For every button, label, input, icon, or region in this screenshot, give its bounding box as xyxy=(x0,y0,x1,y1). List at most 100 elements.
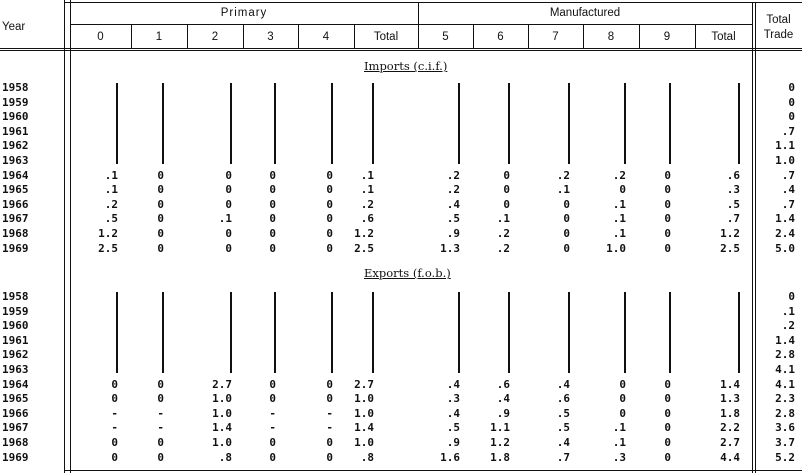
table-cell: .1 xyxy=(612,436,626,449)
empty-period-bar xyxy=(508,83,510,164)
table-cell: .5 xyxy=(104,212,118,226)
table-cell: 0 xyxy=(503,183,510,197)
year-sep-2 xyxy=(70,0,71,473)
table-cell: 0 xyxy=(157,227,164,240)
table-cell: - xyxy=(269,406,276,420)
total-trade-cell: 4.1 xyxy=(775,377,795,391)
table-cell: .6 xyxy=(496,377,510,391)
table-cell: 0 xyxy=(664,197,671,211)
table-cell: 0 xyxy=(157,212,164,226)
empty-period-bar xyxy=(458,292,460,373)
year-cell: 1966 xyxy=(2,197,29,211)
table-cell: 0 xyxy=(269,241,276,255)
table-cell: 0 xyxy=(664,392,671,406)
col-sep xyxy=(354,24,355,48)
table-cell: 0 xyxy=(225,227,232,240)
year-cell: 1963 xyxy=(2,363,29,376)
table-cell: 0 xyxy=(326,197,333,211)
table-cell: 0 xyxy=(664,377,671,391)
empty-period-bar xyxy=(116,292,118,373)
empty-period-bar xyxy=(624,83,626,164)
empty-period-bar xyxy=(162,83,164,164)
year-sep-1 xyxy=(64,0,65,473)
table-cell: - xyxy=(157,406,164,420)
table-cell: 1.3 xyxy=(720,392,740,406)
table-cell: 0 xyxy=(269,183,276,197)
header-bottom-rule-2 xyxy=(0,50,802,51)
total-trade-cell: 2.3 xyxy=(775,392,795,406)
table-cell: 0 xyxy=(269,450,276,464)
table-cell: 0 xyxy=(664,212,671,226)
primary-manuf-sep xyxy=(418,2,419,48)
col-sep xyxy=(639,24,640,48)
year-cell: 1969 xyxy=(2,450,29,464)
table-cell: 0 xyxy=(664,183,671,197)
table-cell: .1 xyxy=(360,183,374,197)
total-trade-cell: 2.8 xyxy=(775,406,795,420)
year-cell: 1958 xyxy=(2,290,29,303)
table-cell: .1 xyxy=(612,197,626,211)
total-trade-cell: .7 xyxy=(781,168,795,182)
table-cell: 0 xyxy=(157,377,164,391)
year-cell: 1967 xyxy=(2,212,29,226)
total-trade-cell: 3.6 xyxy=(775,421,795,435)
year-cell: 1960 xyxy=(2,319,29,333)
table-cell: 1.8 xyxy=(490,450,510,464)
empty-period-bar xyxy=(508,292,510,373)
table-cell: .5 xyxy=(726,197,740,211)
top-rule xyxy=(64,2,802,3)
table-cell: .9 xyxy=(496,406,510,420)
table-cell: .5 xyxy=(556,406,570,420)
column-header-4: 4 xyxy=(322,31,330,43)
table-cell: 0 xyxy=(664,450,671,464)
table-cell: 0 xyxy=(619,377,626,391)
table-cell: 0 xyxy=(269,212,276,226)
col-sep xyxy=(473,24,474,48)
table-cell: .5 xyxy=(556,421,570,435)
column-header-3: 3 xyxy=(267,31,274,43)
year-cell: 1961 xyxy=(2,124,29,138)
year-cell: 1959 xyxy=(2,304,29,318)
year-cell: 1965 xyxy=(2,392,29,406)
year-cell: 1966 xyxy=(2,406,29,420)
table-cell: 2.2 xyxy=(720,421,740,435)
table-cell: .2 xyxy=(360,197,374,211)
empty-period-bar xyxy=(568,292,570,373)
empty-period-bar xyxy=(230,83,232,164)
table-cell: - xyxy=(326,421,333,435)
table-cell: 1.6 xyxy=(440,450,460,464)
total-trade-cell: 5.0 xyxy=(775,241,795,255)
table-cell: 1.0 xyxy=(354,406,374,420)
table-cell: 0 xyxy=(664,421,671,435)
table-cell: 0 xyxy=(326,227,333,240)
empty-period-bar xyxy=(738,83,740,164)
table-cell: 0 xyxy=(326,168,333,182)
table-cell: 0 xyxy=(225,168,232,182)
total-trade-cell: .1 xyxy=(781,304,795,318)
year-cell: 1962 xyxy=(2,348,29,362)
bottom-rule xyxy=(64,470,802,471)
table-cell: .1 xyxy=(218,212,232,226)
table-cell: 0 xyxy=(157,392,164,406)
empty-period-bar xyxy=(274,292,276,373)
table-cell: .1 xyxy=(360,168,374,182)
table-cell: 1.8 xyxy=(720,406,740,420)
total-trade-cell: 0 xyxy=(788,81,795,94)
table-cell: 1.0 xyxy=(212,392,232,406)
table-cell: .1 xyxy=(612,421,626,435)
table-cell: .3 xyxy=(446,392,460,406)
table-cell: - xyxy=(326,406,333,420)
empty-period-bar xyxy=(568,83,570,164)
table-cell: 0 xyxy=(157,436,164,449)
table-cell: - xyxy=(157,421,164,435)
table-cell: 4.4 xyxy=(720,450,740,464)
table-cell: 1.2 xyxy=(490,436,510,449)
table-cell: 0 xyxy=(157,241,164,255)
empty-period-bar xyxy=(372,83,374,164)
table-cell: .4 xyxy=(556,436,570,449)
table-cell: .4 xyxy=(496,392,510,406)
table-cell: 0 xyxy=(326,436,333,449)
table-cell: 1.0 xyxy=(212,406,232,420)
table-cell: .8 xyxy=(360,450,374,464)
table-cell: .2 xyxy=(104,197,118,211)
